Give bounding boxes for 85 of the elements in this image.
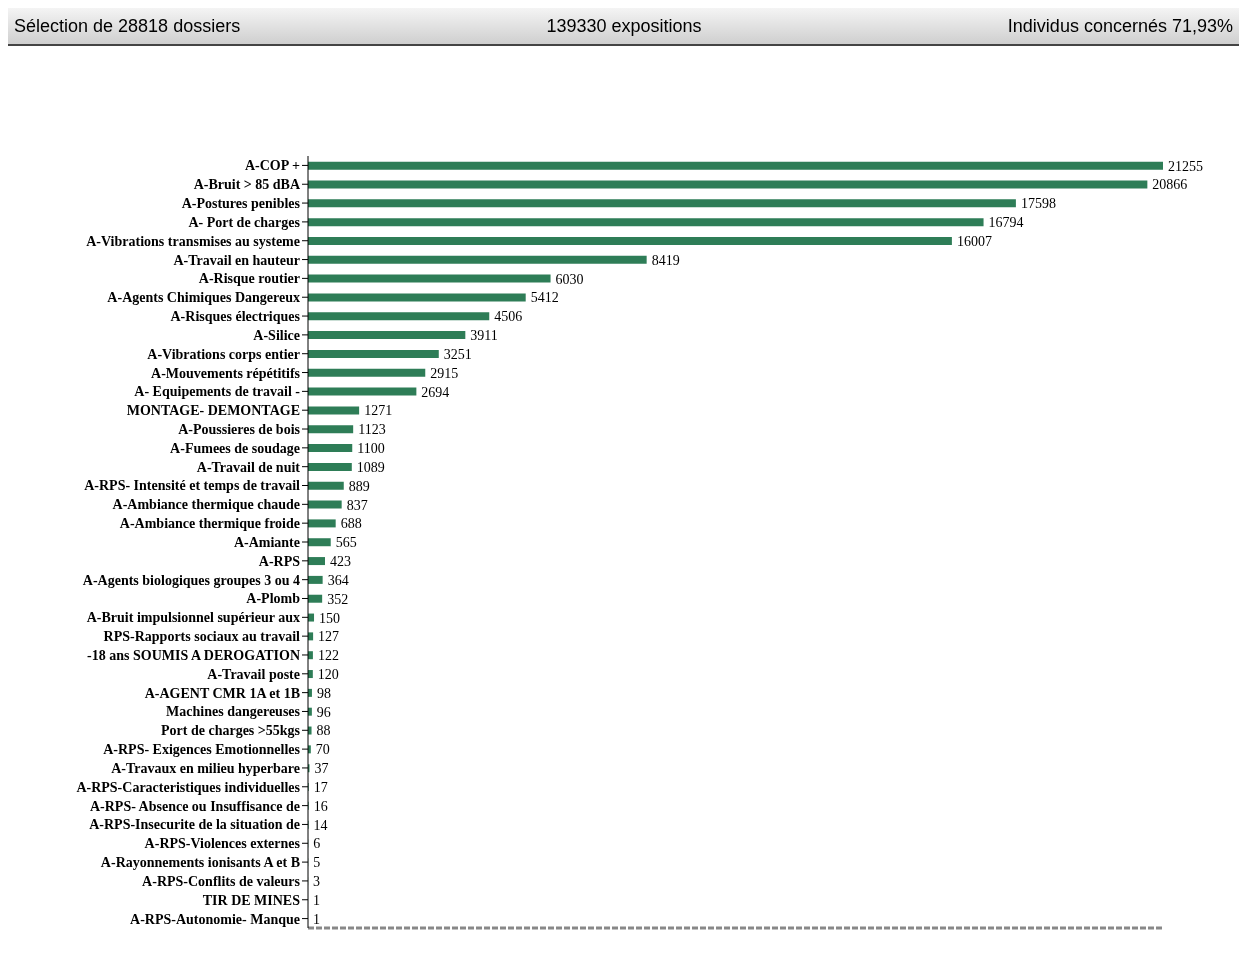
data-label: 1 bbox=[313, 892, 321, 908]
data-label: 1 bbox=[313, 911, 321, 927]
y-tick-label: A-RPS bbox=[258, 553, 301, 569]
data-label: 98 bbox=[316, 685, 331, 701]
data-label: 17598 bbox=[1020, 196, 1056, 212]
y-tick-label: A-Risque routier bbox=[198, 271, 300, 287]
data-label: 1123 bbox=[358, 422, 386, 438]
data-label: 364 bbox=[327, 572, 349, 588]
y-tick-label: A-RPS- Intensité et temps de travail bbox=[84, 478, 301, 494]
y-tick-label: A-Fumees de soudage bbox=[170, 440, 300, 456]
data-label: 837 bbox=[346, 497, 368, 513]
y-tick-label: A- Port de charges bbox=[188, 214, 301, 230]
data-label: 122 bbox=[317, 648, 339, 664]
data-label: 14 bbox=[313, 817, 328, 833]
y-tick-label: A-COP + bbox=[244, 158, 301, 174]
y-tick-label: A-Bruit impulsionnel supérieur aux bbox=[86, 610, 300, 626]
y-tick-label: A-Ambiance thermique chaude bbox=[112, 497, 300, 513]
y-tick-label: A-RPS-Autonomie- Manque bbox=[130, 911, 300, 927]
y-tick-label: A-Vibrations transmises au systeme bbox=[86, 233, 300, 249]
data-label: 3911 bbox=[470, 328, 498, 344]
data-label: 1100 bbox=[357, 441, 385, 457]
y-tick-label: A-AGENT CMR 1A et 1B bbox=[144, 685, 300, 701]
data-label: 2694 bbox=[421, 384, 450, 400]
y-tick-label: RPS-Rapports sociaux au travail bbox=[103, 629, 301, 645]
y-tick-label: A-Ambiance thermique froide bbox=[119, 516, 300, 532]
y-tick-label: MONTAGE- DEMONTAGE bbox=[126, 403, 300, 419]
y-tick-label: Machines dangereuses bbox=[166, 704, 301, 720]
y-tick-label: A-Postures penibles bbox=[181, 196, 301, 212]
data-label: 1271 bbox=[364, 403, 393, 419]
y-tick-label: A-RPS-Caracteristiques individuelles bbox=[76, 779, 301, 795]
y-tick-label: A-Travail en hauteur bbox=[173, 252, 300, 268]
y-tick-label: A-Amiante bbox=[233, 534, 300, 550]
y-tick-label: A-RPS-Violences externes bbox=[144, 836, 301, 852]
y-tick-label: A-Bruit > 85 dBA bbox=[193, 177, 301, 193]
data-label: 70 bbox=[315, 742, 330, 758]
data-label: 16007 bbox=[956, 233, 992, 249]
y-tick-label: A-Travail poste bbox=[207, 666, 300, 682]
y-tick-label: A-Rayonnements ionisants A et B bbox=[100, 855, 300, 871]
y-tick-label: A-RPS-Insecurite de la situation de bbox=[89, 817, 300, 833]
data-label: 21255 bbox=[1168, 158, 1203, 174]
y-tick-label: A- Equipements de travail - bbox=[134, 384, 301, 400]
data-label: 423 bbox=[330, 554, 352, 570]
data-label: 1089 bbox=[356, 459, 385, 475]
data-label: 5 bbox=[313, 855, 321, 871]
y-tick-label: A-Travaux en milieu hyperbare bbox=[111, 760, 300, 776]
y-tick-label: TIR DE MINES bbox=[202, 892, 301, 908]
data-label: 127 bbox=[318, 629, 340, 645]
data-label: 88 bbox=[316, 723, 331, 739]
data-label: 688 bbox=[340, 516, 362, 532]
data-label: 16 bbox=[313, 798, 328, 814]
data-label: 3251 bbox=[443, 346, 472, 362]
data-label: 120 bbox=[317, 667, 339, 683]
data-label: 150 bbox=[319, 610, 341, 626]
y-tick-label: A-Risques électriques bbox=[170, 309, 301, 325]
y-tick-label: -18 ans SOUMIS A DEROGATION bbox=[87, 647, 300, 663]
y-tick-label: Port de charges >55kgs bbox=[160, 723, 301, 739]
data-label: 5412 bbox=[530, 290, 559, 306]
data-label: 2915 bbox=[430, 365, 459, 381]
data-label: 3 bbox=[313, 874, 321, 890]
data-label: 352 bbox=[327, 591, 349, 607]
text: Individus concernés 71,93% bbox=[1007, 15, 1233, 37]
y-tick-label: A-Travail de nuit bbox=[196, 459, 301, 475]
data-label: 17 bbox=[313, 779, 328, 795]
y-tick-label: A-Vibrations corps entier bbox=[147, 346, 300, 362]
y-tick-label: A-Silice bbox=[253, 327, 300, 343]
data-label: 20866 bbox=[1152, 177, 1188, 193]
y-tick-label: A-Agents biologiques groupes 3 ou 4 bbox=[82, 572, 300, 588]
data-label: 96 bbox=[316, 704, 331, 720]
data-label: 6030 bbox=[555, 271, 584, 287]
y-tick-label: A-Mouvements répétitifs bbox=[151, 365, 301, 381]
text: 139330 expositions bbox=[546, 15, 702, 37]
y-tick-label: A-Poussieres de bois bbox=[178, 421, 301, 437]
data-label: 889 bbox=[348, 478, 370, 494]
y-tick-label: A-Plomb bbox=[246, 591, 301, 607]
text: Sélection de 28818 dossiers bbox=[14, 15, 241, 37]
y-tick-label: A-RPS- Exigences Emotionnelles bbox=[103, 742, 301, 758]
data-label: 8419 bbox=[651, 252, 680, 268]
data-label: 16794 bbox=[988, 215, 1024, 231]
data-label: 6 bbox=[313, 836, 321, 852]
data-label: 37 bbox=[314, 761, 329, 777]
y-tick-label: A-RPS- Absence ou Insuffisance de bbox=[89, 798, 300, 814]
data-label: 565 bbox=[335, 535, 357, 551]
y-tick-label: A-RPS-Conflits de valeurs bbox=[142, 873, 301, 889]
data-label: 4506 bbox=[494, 309, 523, 325]
y-tick-label: A-Agents Chimiques Dangereux bbox=[107, 290, 300, 306]
